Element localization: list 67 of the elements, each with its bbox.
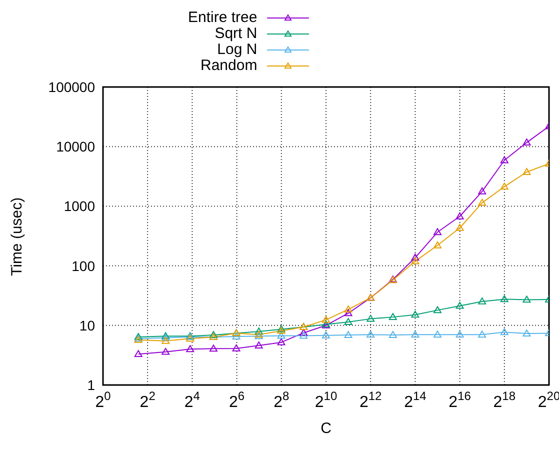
x-tick-label: 2$^{6}$ xyxy=(229,389,245,411)
point xyxy=(322,331,330,338)
point xyxy=(411,257,420,264)
point xyxy=(434,330,442,338)
x-tick-label: 2$^{4}$ xyxy=(184,389,200,411)
point xyxy=(456,330,464,338)
point xyxy=(456,212,464,220)
y-tick-label: 100 xyxy=(72,258,96,274)
point xyxy=(254,342,263,348)
point xyxy=(388,313,397,320)
point xyxy=(232,332,240,340)
point xyxy=(434,228,442,236)
point xyxy=(522,296,531,303)
point xyxy=(522,330,531,336)
point xyxy=(478,198,486,206)
point xyxy=(209,344,218,352)
point xyxy=(522,138,531,146)
point xyxy=(277,338,286,346)
point xyxy=(388,331,397,338)
point xyxy=(478,187,486,194)
point xyxy=(411,310,420,318)
y-tick-label: 10 xyxy=(79,317,96,334)
legend-label: Random xyxy=(200,57,258,74)
y-tick-label: 1000 xyxy=(64,198,96,214)
x-tick-label: 2$^{0}$ xyxy=(95,389,112,411)
point xyxy=(344,309,352,316)
y-tick-label: 1 xyxy=(87,377,96,393)
point xyxy=(344,318,352,325)
point xyxy=(500,156,508,164)
point xyxy=(186,345,194,352)
legend-label: Entire tree xyxy=(188,9,258,26)
x-tick-label: 2$^{12}$ xyxy=(359,389,382,411)
point xyxy=(500,295,508,302)
point xyxy=(456,302,464,309)
x-tick-label: 2$^{18}$ xyxy=(493,389,516,411)
point xyxy=(411,330,420,338)
x-tick-label: 2$^{8}$ xyxy=(274,389,290,411)
x-tick-label: 2$^{14}$ xyxy=(404,389,427,411)
legend-label: Sqrt N xyxy=(214,25,258,42)
point xyxy=(322,316,330,323)
point xyxy=(366,314,375,322)
point xyxy=(366,330,375,338)
point xyxy=(434,306,442,314)
point xyxy=(456,224,464,231)
point xyxy=(232,344,240,352)
x-axis-title: C xyxy=(320,420,332,437)
x-tick-label: 2$^{16}$ xyxy=(448,389,472,411)
x-tick-label: 2$^{2}$ xyxy=(140,389,156,411)
point xyxy=(522,168,531,175)
x-tick-label: 2$^{10}$ xyxy=(314,389,338,411)
point xyxy=(500,182,508,190)
point xyxy=(300,332,308,339)
point xyxy=(344,305,352,312)
point xyxy=(500,328,508,336)
point xyxy=(344,331,352,338)
y-tick-label: 10000 xyxy=(56,138,96,155)
point xyxy=(300,328,308,336)
point xyxy=(434,241,442,248)
point xyxy=(478,297,486,304)
point xyxy=(411,254,420,261)
point xyxy=(254,328,263,334)
legend-label: Log N xyxy=(217,41,258,58)
point xyxy=(277,332,286,339)
y-axis-title: Time (usec) xyxy=(8,197,26,276)
y-tick-label: 100000 xyxy=(48,79,96,95)
point xyxy=(478,330,486,338)
point xyxy=(186,334,194,342)
